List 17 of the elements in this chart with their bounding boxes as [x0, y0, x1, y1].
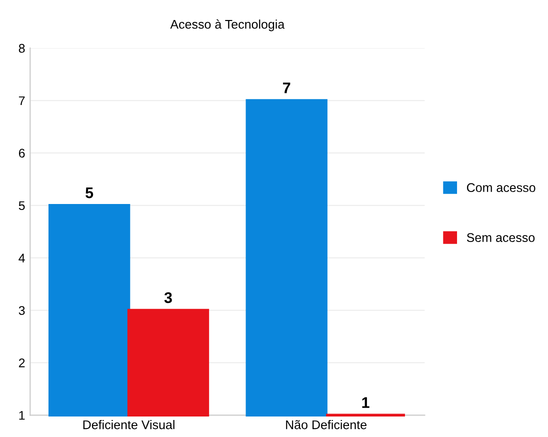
data-label: 1: [362, 397, 370, 408]
y-tick-label: 4: [18, 254, 25, 262]
y-tick-label: 6: [18, 148, 25, 158]
y-tick-label: 1: [19, 411, 25, 420]
data-label: 7: [283, 82, 290, 94]
data-label: 3: [164, 292, 172, 304]
legend-label: Com acesso: [466, 183, 536, 192]
y-tick-label: 8: [18, 44, 25, 53]
legend-label: Sem acesso: [466, 233, 535, 242]
x-tick-label: Deficiente Visual: [83, 420, 174, 430]
y-tick-label: 3: [18, 306, 25, 315]
y-tick-label: 2: [18, 358, 25, 368]
data-label: 5: [86, 188, 94, 198]
y-tick-label: 5: [18, 201, 25, 210]
y-tick-label: 7: [18, 96, 25, 106]
x-tick-label: Não Deficiente: [286, 420, 366, 430]
chart-title: Acesso à Tecnologia: [170, 19, 285, 32]
